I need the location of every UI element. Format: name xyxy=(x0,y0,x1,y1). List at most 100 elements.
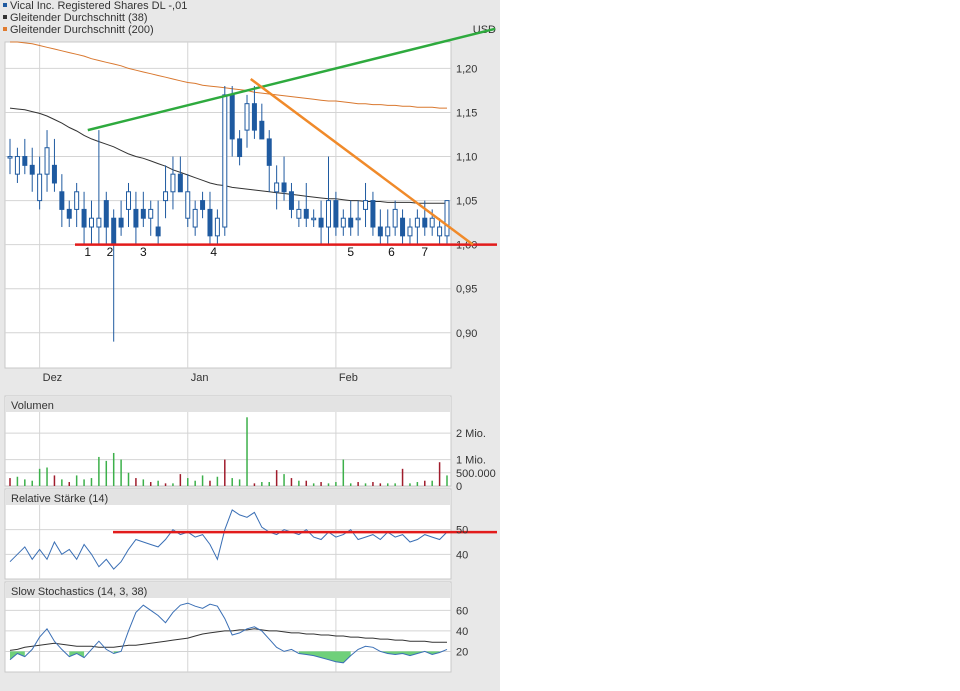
stochastics-y-ticks: 20 40 60 xyxy=(456,605,468,658)
candle-body xyxy=(155,226,161,237)
volume-bars xyxy=(9,417,448,486)
candle-body xyxy=(163,191,169,202)
candle-body xyxy=(96,217,102,228)
volume-bar xyxy=(305,480,308,486)
price-y-tick-label: 1,05 xyxy=(456,196,477,208)
stochastics-oversold-fill xyxy=(10,651,440,663)
candle-body xyxy=(348,217,354,228)
candle-body xyxy=(103,200,109,228)
candle-body xyxy=(185,191,191,219)
candle-body xyxy=(51,164,57,184)
price-y-tick-label: 0,90 xyxy=(456,328,477,340)
volume-bar xyxy=(253,483,256,486)
rsi-series xyxy=(9,509,497,570)
candle-body xyxy=(281,182,287,193)
candle-body xyxy=(311,217,317,221)
price-x-tick-label: Dez xyxy=(43,372,63,384)
volume-bar xyxy=(24,479,26,486)
rsi-y-tick-label: 50 xyxy=(456,525,468,537)
stochastics-k-line xyxy=(9,602,448,664)
candle-body xyxy=(118,217,124,228)
volume-bar xyxy=(179,474,182,486)
volume-bar xyxy=(46,467,48,486)
candle-body xyxy=(288,191,294,210)
candle-body xyxy=(207,208,213,237)
volume-bar xyxy=(349,483,352,486)
volume-bar xyxy=(446,475,448,486)
volume-bar xyxy=(283,474,285,486)
rsi-y-ticks: 40 50 xyxy=(456,525,468,562)
volume-bar xyxy=(98,456,100,486)
volume-bar xyxy=(342,459,345,486)
candle-body xyxy=(385,226,391,237)
legend-marker-ma200 xyxy=(3,27,7,31)
volume-bar xyxy=(320,482,322,486)
low-marker-label: 1 xyxy=(84,245,91,259)
stochastics-y-tick-label: 40 xyxy=(456,626,468,638)
volume-bar xyxy=(290,478,293,486)
volume-bar xyxy=(112,452,115,486)
volume-bar xyxy=(238,479,241,486)
volume-bar xyxy=(164,483,167,486)
volume-bar xyxy=(424,480,426,486)
volume-bar xyxy=(357,482,359,486)
volume-bar xyxy=(394,483,396,486)
candle-body xyxy=(177,173,183,193)
stochastics-d-line xyxy=(9,628,447,651)
candle-body xyxy=(414,217,420,228)
volume-bar xyxy=(401,468,404,486)
candle-body xyxy=(400,217,406,237)
volume-y-tick-label: 2 Mio. xyxy=(456,428,486,440)
volume-title-bar xyxy=(6,397,450,412)
candle-body xyxy=(81,208,87,228)
volume-bar xyxy=(209,480,211,486)
stochastics-title-bar xyxy=(6,583,450,598)
volume-bar xyxy=(105,460,108,486)
green-trendline xyxy=(87,27,496,132)
legend-label-ma200: Gleitender Durchschnitt (200) xyxy=(10,24,154,36)
volume-bar xyxy=(275,470,278,486)
candle-body xyxy=(214,217,220,237)
legend-label-ma38: Gleitender Durchschnitt (38) xyxy=(10,12,148,24)
volume-y-tick-label: 500.000 xyxy=(456,468,496,480)
volume-bar xyxy=(364,483,367,486)
candle-body xyxy=(429,217,435,228)
volume-bar xyxy=(127,472,130,486)
stochastics-y-tick-label: 20 xyxy=(456,646,468,658)
candle-body xyxy=(370,200,376,228)
volume-bar xyxy=(16,476,19,486)
stochastics-title: Slow Stochastics (14, 3, 38) xyxy=(11,586,147,598)
candle-body xyxy=(444,200,450,237)
volume-bar xyxy=(61,479,63,486)
volume-bar xyxy=(224,459,226,486)
candle-body xyxy=(133,208,139,228)
volume-bar xyxy=(90,478,93,486)
volume-bar xyxy=(298,480,300,486)
candle-body xyxy=(422,217,428,228)
candle-body xyxy=(126,191,132,210)
volume-bar xyxy=(194,480,196,486)
volume-bar xyxy=(120,459,122,486)
candle-body xyxy=(66,208,72,219)
volume-bar xyxy=(261,482,263,486)
volume-bar xyxy=(416,482,419,486)
price-x-tick-label: Feb xyxy=(339,372,358,384)
rsi-panel: Relative Stärke (14) 40 50 xyxy=(4,488,497,580)
price-y-tick-label: 1,10 xyxy=(456,152,477,164)
rsi-title-bar xyxy=(6,490,450,505)
volume-bar xyxy=(312,483,315,486)
candle-body xyxy=(74,191,80,210)
rsi-line xyxy=(9,509,448,570)
volume-bar xyxy=(216,476,219,486)
low-marker-label: 2 xyxy=(107,245,114,259)
candle-body xyxy=(296,208,302,219)
low-marker-label: 5 xyxy=(347,245,354,259)
volume-bar xyxy=(187,478,189,486)
low-marker-label: 3 xyxy=(140,245,147,259)
volume-bar xyxy=(246,417,248,486)
volume-bar xyxy=(31,480,33,486)
candle-body xyxy=(303,208,309,219)
